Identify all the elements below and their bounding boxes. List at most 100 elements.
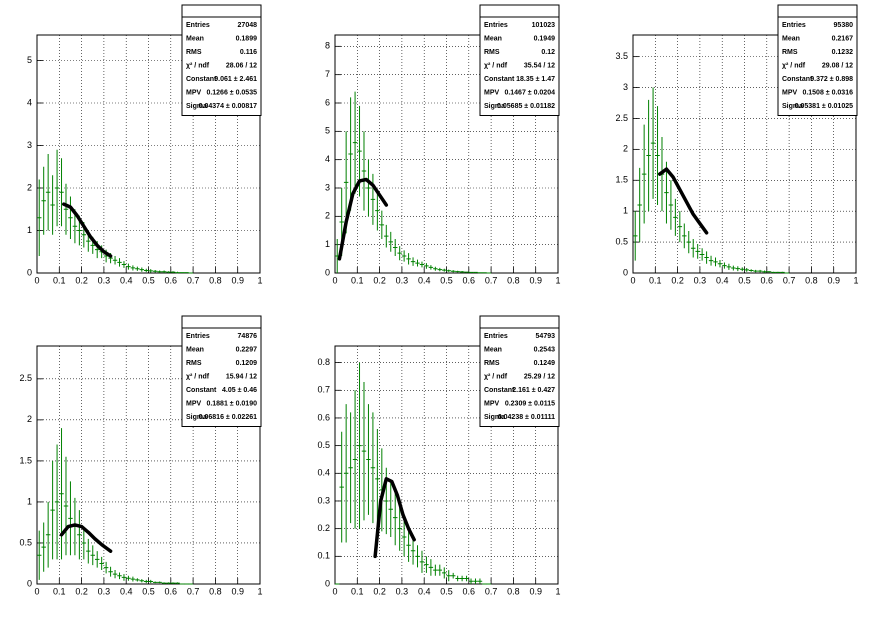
y-tick-label: 0 <box>325 578 330 588</box>
y-tick-label: 2 <box>623 144 628 154</box>
error-bar <box>446 269 451 272</box>
error-bar <box>121 261 127 268</box>
x-tick-label: 0.6 <box>463 275 476 285</box>
error-bar <box>148 269 153 273</box>
y-tick-label: 0.8 <box>317 357 330 367</box>
stats-label: RMS <box>484 49 500 56</box>
stats-label: Constant <box>484 76 515 83</box>
error-bar <box>112 570 118 579</box>
error-bar <box>148 579 153 584</box>
error-bar <box>77 510 82 560</box>
error-bar <box>139 579 145 583</box>
y-tick-label: 1 <box>27 496 32 506</box>
error-bar <box>757 269 763 273</box>
error-bar <box>63 456 69 556</box>
x-tick-label: 1 <box>853 275 858 285</box>
x-tick-label: 0 <box>630 275 635 285</box>
stats-value: 0.2297 <box>236 346 258 353</box>
error-bar <box>81 526 87 560</box>
error-bar <box>655 106 660 205</box>
error-bar <box>37 530 42 580</box>
stats-value: 28.06 / 12 <box>226 62 257 69</box>
error-bar <box>410 257 416 266</box>
error-bar <box>45 501 51 568</box>
x-tick-label: 0.2 <box>671 275 684 285</box>
stats-label: Sigma <box>484 414 505 421</box>
x-tick-label: 0.4 <box>418 586 431 596</box>
fit-curve <box>658 167 709 235</box>
x-tick-label: 0 <box>332 275 337 285</box>
error-bar <box>392 489 398 546</box>
y-tick-label: 1 <box>623 206 628 216</box>
y-tick-label: 0.5 <box>615 236 628 246</box>
x-tick-label: 0.7 <box>485 586 498 596</box>
error-bar <box>735 266 741 272</box>
y-tick-label: 0.6 <box>317 412 330 422</box>
error-bar <box>726 263 732 270</box>
error-bar <box>766 271 772 273</box>
error-bar <box>126 263 131 270</box>
stats-value: 0.04238 ± 0.01111 <box>498 414 555 421</box>
error-bar <box>664 161 669 224</box>
error-bar <box>477 578 483 584</box>
x-tick-label: 0.9 <box>827 275 840 285</box>
error-bar <box>59 158 64 227</box>
stats-value: 0.12 <box>541 49 555 56</box>
error-bar <box>637 167 642 243</box>
x-tick-label: 0.6 <box>165 586 178 596</box>
error-bar <box>406 528 411 562</box>
x-tick-label: 0.1 <box>351 275 364 285</box>
error-bar <box>384 224 389 248</box>
stats-value: 4.05 ± 0.46 <box>222 387 257 394</box>
error-bar <box>753 269 758 273</box>
error-bar <box>397 246 402 261</box>
error-bar <box>406 253 411 265</box>
histogram-panel: 0 0.1 0.2 0.3 0.4 0.5 0.6 0.7 0.8 0.9 1 0 1 2 3 4 5 Entri… <box>27 4 263 285</box>
error-bar <box>722 262 727 269</box>
x-tick-label: 0.8 <box>507 586 520 596</box>
y-tick-label: 0 <box>27 267 32 277</box>
error-bar <box>397 506 402 551</box>
stats-value: 0.116 <box>240 49 257 56</box>
error-bar <box>45 154 51 231</box>
error-bar <box>357 362 362 529</box>
error-bar <box>780 271 785 273</box>
stats-value: 0.04374 ± 0.00817 <box>199 103 257 110</box>
error-bar <box>86 538 91 564</box>
stats-value: 0.1881 ± 0.0190 <box>206 400 257 407</box>
x-tick-label: 0.3 <box>98 586 111 596</box>
x-tick-label: 0.4 <box>120 275 133 285</box>
stats-label: Entries <box>782 22 806 29</box>
error-bar <box>348 97 353 211</box>
y-tick-label: 8 <box>325 41 330 51</box>
error-bar <box>103 561 109 574</box>
error-bar <box>375 190 380 231</box>
x-tick-label: 0.1 <box>53 275 66 285</box>
x-tick-label: 0.8 <box>209 586 222 596</box>
x-tick-label: 0.3 <box>98 275 111 285</box>
stats-value: 27048 <box>238 22 258 29</box>
stats-label: χ² / ndf <box>186 373 210 380</box>
stats-label: MPV <box>484 400 500 407</box>
error-bar <box>112 256 118 265</box>
error-bar <box>740 267 745 272</box>
error-bar <box>117 258 122 267</box>
error-bar <box>708 255 714 266</box>
y-tick-label: 0.1 <box>317 551 330 561</box>
x-tick-label: 0.5 <box>142 586 155 596</box>
x-tick-label: 0.8 <box>209 275 222 285</box>
y-tick-label: 0 <box>27 578 32 588</box>
error-bar <box>455 270 460 273</box>
error-bar <box>361 131 367 211</box>
y-tick-label: 1 <box>27 225 32 235</box>
error-bar <box>771 271 776 273</box>
stats-value: 74876 <box>238 333 258 340</box>
error-bar <box>352 390 358 529</box>
x-tick-label: 0.2 <box>373 275 386 285</box>
y-tick-label: 0 <box>623 267 628 277</box>
error-bar <box>366 159 371 217</box>
error-bar <box>50 175 55 235</box>
x-tick-label: 1 <box>555 275 560 285</box>
plot-frame <box>36 345 261 585</box>
error-bar <box>459 575 465 582</box>
